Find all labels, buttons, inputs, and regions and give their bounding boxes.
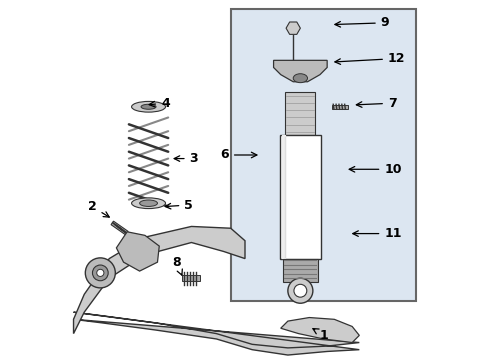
Ellipse shape xyxy=(141,104,156,109)
Polygon shape xyxy=(273,60,327,82)
Circle shape xyxy=(294,284,307,297)
Polygon shape xyxy=(281,318,359,342)
Text: 6: 6 xyxy=(220,148,257,162)
Polygon shape xyxy=(74,226,245,334)
Bar xyxy=(283,258,318,282)
Bar xyxy=(111,221,128,235)
Text: 4: 4 xyxy=(149,97,170,110)
Text: 8: 8 xyxy=(172,256,182,275)
Bar xyxy=(280,135,321,258)
Polygon shape xyxy=(74,312,359,355)
Text: 5: 5 xyxy=(165,198,193,212)
Ellipse shape xyxy=(140,200,157,206)
Circle shape xyxy=(288,278,313,303)
Bar xyxy=(182,275,200,281)
Bar xyxy=(285,93,316,135)
Polygon shape xyxy=(117,232,159,271)
Text: 7: 7 xyxy=(356,97,396,110)
Text: 1: 1 xyxy=(313,329,329,342)
Text: 10: 10 xyxy=(349,163,402,176)
Circle shape xyxy=(85,258,115,288)
Ellipse shape xyxy=(132,102,166,112)
Text: 3: 3 xyxy=(174,152,198,165)
Ellipse shape xyxy=(132,198,166,208)
Text: 11: 11 xyxy=(353,227,402,240)
Ellipse shape xyxy=(293,74,308,83)
Bar xyxy=(332,105,347,109)
Text: 9: 9 xyxy=(335,16,390,29)
FancyBboxPatch shape xyxy=(231,9,416,301)
Circle shape xyxy=(93,265,108,281)
Text: 12: 12 xyxy=(335,52,405,65)
Circle shape xyxy=(97,269,104,276)
Text: 2: 2 xyxy=(88,200,109,217)
